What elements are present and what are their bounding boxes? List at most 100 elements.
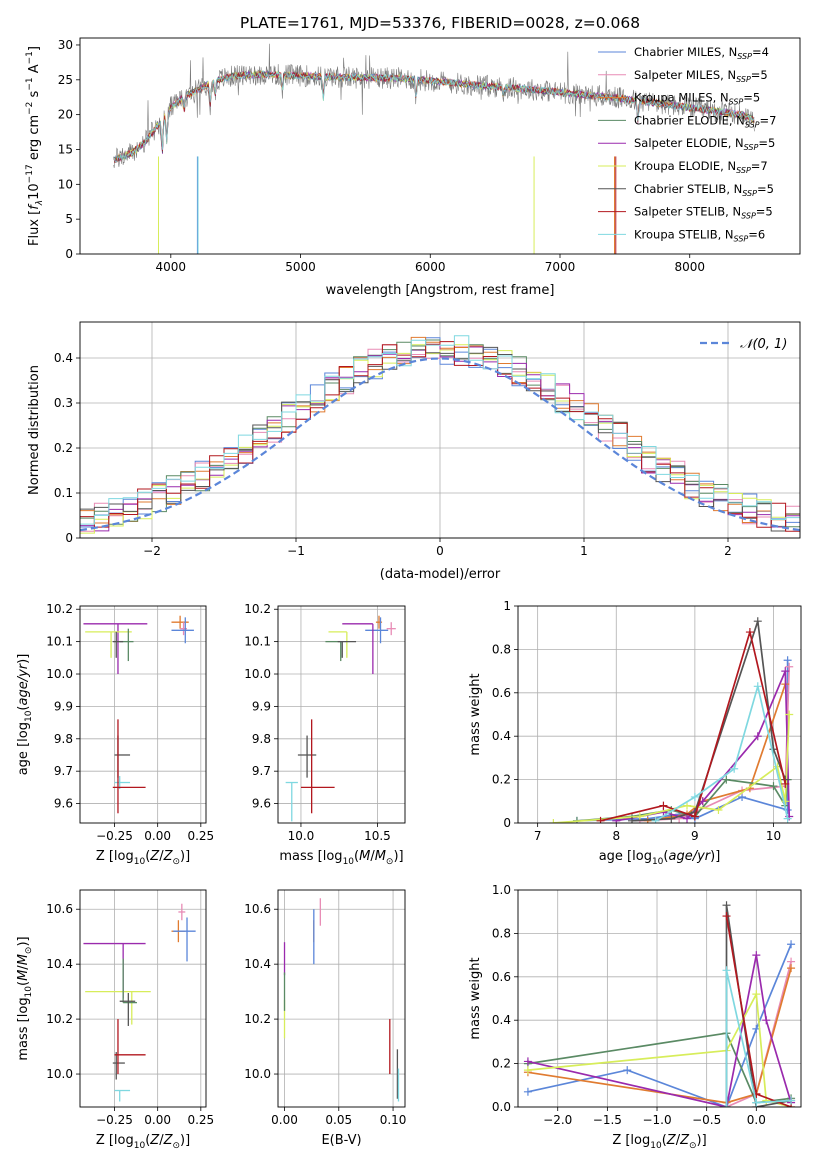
y-tick-label: 30: [58, 38, 73, 52]
x-tick-label: 0.00: [271, 1113, 298, 1127]
legend-nssp: =5: [757, 182, 774, 196]
marker-chabrier_miles: [787, 940, 796, 949]
errorbar-salpeter_miles: [178, 903, 186, 921]
marker-chabrier_miles: [783, 656, 792, 665]
y-tick-label: 0.4: [492, 1013, 511, 1027]
y-tick-label: 0.3: [54, 396, 73, 410]
marker-salpeter_stelib: [722, 912, 731, 921]
spectrum-panel: 4000 5000 6000 7000 8000 0 5 10 15 20 25 30 Chabrier…: [25, 37, 801, 298]
axes-frame: [79, 321, 801, 539]
legend-nssp: =5: [743, 91, 760, 105]
errorbars: [283, 898, 400, 1102]
y-axis-label: mass weight: [468, 673, 483, 755]
errorbar-chabrier_miles: [173, 917, 196, 962]
series-kroupa_miles: [527, 967, 792, 1104]
legend-label-text: Chabrier STELIB, N: [634, 182, 742, 196]
y-tick-label: 9.7: [252, 764, 271, 778]
normal-curve: [80, 357, 800, 532]
x-tick-label: 2: [724, 544, 732, 558]
marker-kroupa_stelib: [752, 1098, 761, 1107]
errorbar-chabrier_miles: [171, 617, 194, 644]
y-tick-label: 9.7: [54, 764, 73, 778]
x-tick-label: 0.25: [187, 1113, 214, 1127]
legend-label-text: Chabrier ELODIE, N: [634, 113, 745, 127]
legend-nssp: =5: [758, 136, 775, 150]
legend-nssp: =5: [751, 68, 768, 82]
legend-label: Kroupa ELODIE, NSSP=7: [634, 159, 768, 175]
x-axis-label: (data-model)/error: [380, 567, 501, 582]
marker-salpeter_elodie: [781, 667, 790, 676]
y-tick-label: 0: [65, 247, 73, 261]
y-tick-label: 0.2: [492, 773, 511, 787]
y-tick-label: 0.0: [492, 1100, 511, 1114]
marker-kroupa_stelib: [787, 1096, 796, 1105]
marker-kroupa_elodie: [781, 797, 790, 806]
grid: [518, 605, 801, 824]
x-tick-label: −1.5: [593, 1113, 622, 1127]
y-tick-label: 10.2: [244, 1012, 271, 1026]
marker-salpeter_elodie: [523, 1057, 532, 1066]
axes-frame: [277, 605, 406, 824]
y-axis-label: Flux [fλ10−17 erg cm−2 s−1 A−1]: [25, 46, 45, 246]
y-tick-label: 10: [58, 177, 73, 191]
grid: [518, 889, 801, 1108]
x-axis-label: mass [log10(M/M⊙)]: [279, 849, 403, 867]
marker-kroupa_elodie: [785, 710, 794, 719]
x-tick-label: 0.0: [747, 1113, 766, 1127]
marker-salpeter_elodie: [752, 951, 761, 960]
grid: [278, 890, 405, 1107]
marker-salpeter_elodie: [683, 814, 692, 823]
marker-salpeter_stelib: [596, 816, 605, 823]
legend-subscript: SSP: [742, 189, 757, 198]
series-salpeter_stelib: [600, 628, 787, 822]
x-tick-label: −0.25: [96, 1113, 133, 1127]
legend-nssp: =5: [756, 205, 773, 219]
massweight-vs-metallicity-panel: −2.0 −1.5 −1.0 −0.5 0.0 0.0 0.2 0.4 0.6 0.8 1.0 Z […: [468, 883, 802, 1151]
marker-kroupa_elodie: [635, 812, 644, 821]
x-tick-label: −0.5: [692, 1113, 721, 1127]
marker-kroupa_miles: [787, 964, 796, 973]
legend-label: Kroupa STELIB, NSSP=6: [634, 227, 765, 243]
series-chabrier_stelib: [631, 620, 787, 822]
y-tick-label: 10.0: [244, 667, 271, 681]
y-axis-label: mass weight: [468, 957, 483, 1039]
errorbar-kroupa_elodie: [85, 990, 151, 1025]
x-tick-label: 7: [534, 829, 542, 843]
y-tick-label: 10.4: [46, 957, 73, 971]
marker-kroupa_stelib: [753, 682, 762, 691]
marker-salpeter_elodie: [762, 1016, 771, 1025]
x-axis-label: wavelength [Angstrom, rest frame]: [326, 283, 555, 298]
marker-chabrier_stelib: [769, 745, 778, 754]
legend-subscript: SSP: [737, 52, 752, 61]
age-vs-metallicity-panel: −0.25 0.00 0.25 9.6 9.7 9.8 9.9 10.0 10.1 10.2 Z […: [16, 602, 214, 867]
errorbars: [285, 615, 396, 822]
x-tick-label: 0: [436, 544, 444, 558]
y-tick-label: 0.8: [492, 642, 511, 656]
x-tick-label: −1: [287, 544, 305, 558]
marker-kroupa_stelib: [722, 1103, 731, 1107]
y-tick-label: 15: [58, 142, 73, 156]
y-tick-label: 10.1: [244, 635, 271, 649]
x-tick-label: 10.5: [364, 829, 391, 843]
histogram-kroupa_stelib: [80, 335, 800, 525]
y-tick-label: 0.6: [492, 970, 511, 984]
histogram-kroupa_elodie: [80, 344, 800, 534]
y-tick-label: 5: [65, 212, 73, 226]
marker-salpeter_stelib: [745, 628, 754, 637]
histogram-salpeter_stelib: [80, 341, 800, 532]
mass-vs-metallicity-panel: −0.25 0.00 0.25 10.0 10.2 10.4 10.6 Z [log10(Z/…: [16, 889, 214, 1151]
y-tick-label: 10.6: [244, 902, 271, 916]
y-tick-label: 10.6: [46, 902, 73, 916]
legend-subscript: SSP: [729, 98, 744, 107]
x-axis-label: E(B-V): [321, 1133, 361, 1148]
marker-kroupa_stelib: [783, 814, 792, 823]
massweight-vs-age-panel: 7 8 9 10 0 0.2 0.4 0.6 0.8 1 age [log10(age/yr)] ma…: [468, 599, 802, 867]
x-tick-label: 0.10: [380, 1113, 407, 1127]
errorbar-chabrier_stelib: [297, 735, 317, 778]
series-lines: [523, 901, 796, 1107]
x-tick-label: 4000: [156, 260, 187, 274]
axes-frame: [79, 37, 801, 255]
legend-label-text: Kroupa MILES, N: [634, 91, 729, 105]
marker-salpeter_stelib: [659, 801, 668, 810]
legend-label: 𝒩(0, 1): [740, 337, 787, 352]
